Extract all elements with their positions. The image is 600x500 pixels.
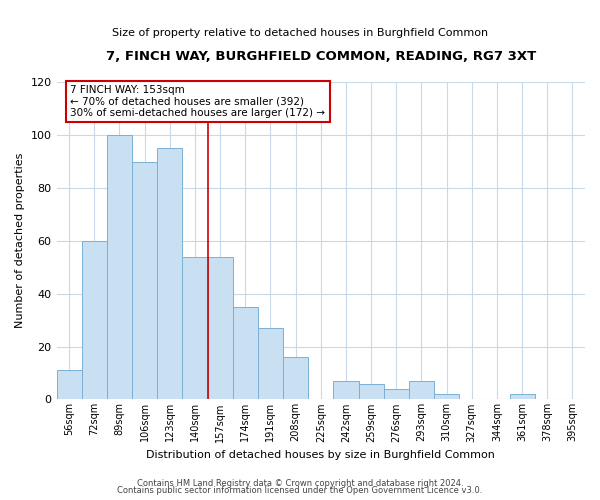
Title: 7, FINCH WAY, BURGHFIELD COMMON, READING, RG7 3XT: 7, FINCH WAY, BURGHFIELD COMMON, READING… bbox=[106, 50, 536, 63]
Bar bbox=[82, 241, 107, 400]
Text: Contains HM Land Registry data © Crown copyright and database right 2024.: Contains HM Land Registry data © Crown c… bbox=[137, 478, 463, 488]
Bar bbox=[409, 381, 434, 400]
Bar bbox=[107, 135, 132, 400]
Text: Contains public sector information licensed under the Open Government Licence v3: Contains public sector information licen… bbox=[118, 486, 482, 495]
Y-axis label: Number of detached properties: Number of detached properties bbox=[15, 153, 25, 328]
Bar bbox=[258, 328, 283, 400]
Bar bbox=[233, 307, 258, 400]
Bar bbox=[132, 162, 157, 400]
Bar bbox=[157, 148, 182, 400]
Bar bbox=[208, 256, 233, 400]
Bar bbox=[359, 384, 383, 400]
Bar bbox=[434, 394, 459, 400]
Bar bbox=[56, 370, 82, 400]
Bar bbox=[383, 389, 409, 400]
Text: 7 FINCH WAY: 153sqm
← 70% of detached houses are smaller (392)
30% of semi-detac: 7 FINCH WAY: 153sqm ← 70% of detached ho… bbox=[70, 85, 325, 118]
Bar bbox=[509, 394, 535, 400]
Bar bbox=[283, 357, 308, 400]
Bar bbox=[334, 381, 359, 400]
X-axis label: Distribution of detached houses by size in Burghfield Common: Distribution of detached houses by size … bbox=[146, 450, 495, 460]
Bar bbox=[182, 256, 208, 400]
Text: Size of property relative to detached houses in Burghfield Common: Size of property relative to detached ho… bbox=[112, 28, 488, 38]
